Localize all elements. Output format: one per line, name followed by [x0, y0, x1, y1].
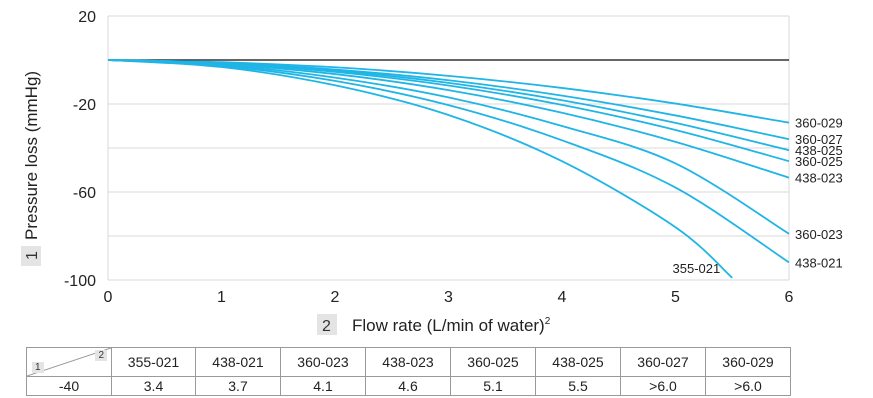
- table-corner-cell: 2 1: [26, 347, 112, 377]
- series-label: 360-025: [795, 154, 843, 169]
- x-tick-label: 0: [104, 289, 113, 306]
- grid-lines: [107, 15, 790, 281]
- series-line: [107, 59, 790, 179]
- flow-rate-table: 2 1 355-021 438-021 360-023 438-023 360-…: [26, 347, 791, 396]
- series-line: [107, 59, 790, 124]
- table-header-cell: 360-029: [705, 347, 791, 377]
- x-tick-label: 5: [671, 289, 680, 306]
- x-tick-label: 4: [558, 289, 567, 306]
- table-header-cell: 360-023: [280, 347, 366, 377]
- x-axis-badge: [317, 314, 337, 335]
- corner-column-badge: 2: [95, 350, 107, 361]
- series-label: 360-023: [795, 227, 843, 242]
- x-axis-title-group: 2 Flow rate (L/min of water)2: [317, 314, 551, 335]
- table-cell: >6.0: [620, 376, 706, 396]
- x-tick-label: 2: [331, 289, 340, 306]
- y-axis-badge-text: 1: [24, 251, 41, 260]
- table-header-cell: 438-025: [535, 347, 621, 377]
- table-cell: 3.7: [195, 376, 281, 396]
- table-row-label: -40: [26, 376, 112, 396]
- series-label: 438-023: [795, 171, 843, 186]
- y-axis-badge: [21, 246, 41, 266]
- series-label: 360-027: [795, 132, 843, 147]
- x-axis-title-superscript: 2: [545, 316, 551, 327]
- corner-row-badge: 1: [32, 362, 44, 373]
- x-axis-title: Flow rate (L/min of water)2: [352, 316, 551, 335]
- table-cell: 3.4: [111, 376, 196, 396]
- x-tick-label: 3: [444, 289, 453, 306]
- y-tick-label: -60: [73, 185, 96, 202]
- table-header-cell: 438-021: [195, 347, 281, 377]
- table-header-cell: 360-027: [620, 347, 706, 377]
- x-tick-label: 6: [785, 289, 794, 306]
- series-line: [107, 59, 733, 279]
- series-label: 438-021: [795, 255, 843, 270]
- series-line: [107, 59, 790, 264]
- series-label: 360-029: [795, 116, 843, 131]
- y-tick-label: -20: [73, 97, 96, 114]
- table-header-cell: 360-025: [450, 347, 536, 377]
- table-row: -40 3.4 3.7 4.1 4.6 5.1 5.5 >6.0 >6.0: [26, 376, 791, 396]
- x-axis-title-main: Flow rate (L/min of water): [352, 316, 545, 335]
- table-cell: >6.0: [705, 376, 791, 396]
- y-tick-label: -100: [64, 273, 96, 290]
- y-axis-ticks: 20 -20 -60 -100: [64, 9, 96, 290]
- table-cell: 5.5: [535, 376, 621, 396]
- series-line: [107, 59, 790, 141]
- x-axis-ticks: 0 1 2 3 4 5 6: [104, 289, 794, 306]
- table-header-cell: 438-023: [365, 347, 451, 377]
- series-label: 438-025: [795, 143, 843, 158]
- table-cell: 4.6: [365, 376, 451, 396]
- table-header-row: 2 1 355-021 438-021 360-023 438-023 360-…: [26, 347, 791, 377]
- x-axis-badge-text: 2: [322, 318, 331, 335]
- y-axis-title: Pressure loss (mmHg): [22, 71, 41, 240]
- table-cell: 5.1: [450, 376, 536, 396]
- x-tick-label: 1: [217, 289, 226, 306]
- table-header-cell: 355-021: [111, 347, 196, 377]
- y-axis-title-group: 1 Pressure loss (mmHg): [21, 71, 41, 266]
- series-lines: [107, 59, 790, 279]
- series-label: 355-021: [673, 261, 721, 276]
- y-tick-label: 20: [78, 9, 96, 26]
- table-cell: 4.1: [280, 376, 366, 396]
